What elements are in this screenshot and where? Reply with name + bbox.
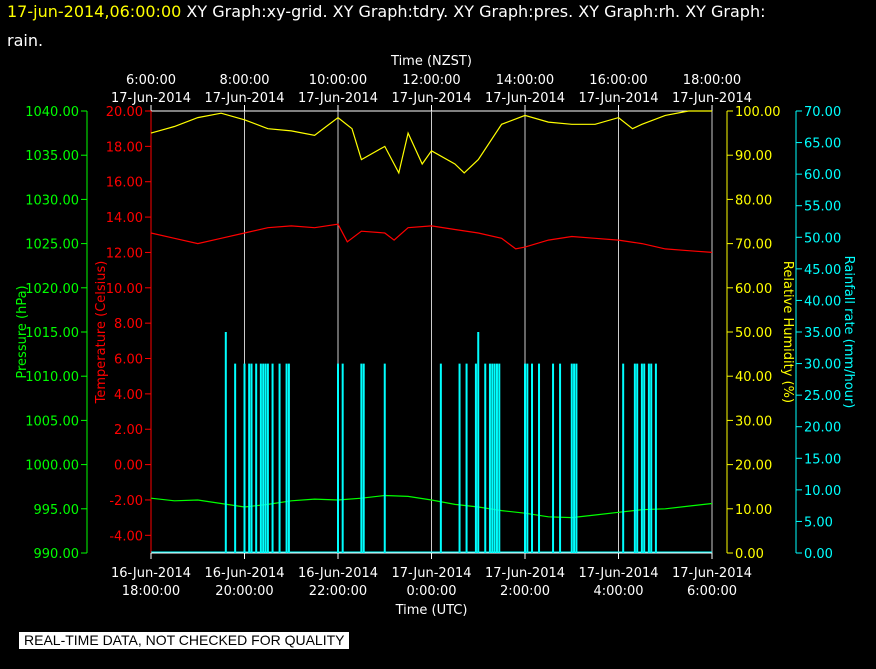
humidity-tick-label: 20.00	[735, 459, 772, 474]
rain-tick-label: 65.00	[804, 137, 841, 152]
pressure-tick-label: 1040.00	[25, 105, 79, 120]
pressure-tick-label: 1030.00	[25, 193, 79, 208]
pressure-axis-title: Pressure (hPa)	[15, 285, 30, 378]
humidity-tick-label: 90.00	[735, 149, 772, 164]
temperature-tick-label: 18.00	[106, 140, 143, 155]
x-tick-label-utc-date: 17-Jun-2014	[578, 566, 658, 581]
temperature-tick-label: -4.00	[109, 529, 143, 544]
humidity-tick-label: 50.00	[735, 326, 772, 341]
title-graph-list-cont: rain.	[7, 31, 44, 50]
temperature-line	[150, 223, 713, 253]
title-datetime: 17-jun-2014,06:00:00	[7, 2, 182, 21]
x-tick-label-nzst-date: 17-Jun-2014	[298, 91, 378, 106]
x-tick-label-utc-date: 17-Jun-2014	[672, 566, 752, 581]
pressure-tick-label: 1015.00	[25, 326, 79, 341]
rain-tick-label: 40.00	[804, 294, 841, 309]
x-tick-label-nzst-time: 18:00:00	[683, 73, 741, 88]
pressure-tick-label: 995.00	[34, 503, 80, 518]
x-tick-label-utc-time: 0:00:00	[406, 584, 456, 599]
bottom-axis-title: Time (UTC)	[395, 603, 468, 618]
humidity-tick-label: 100.00	[735, 105, 781, 120]
temperature-tick-label: -2.00	[109, 494, 143, 509]
humidity-tick-label: 30.00	[735, 414, 772, 429]
rain-tick-label: 55.00	[804, 200, 841, 215]
x-tick-label-nzst-date: 17-Jun-2014	[391, 91, 471, 106]
temperature-axis-title: Temperature (Celsius)	[94, 261, 109, 405]
humidity-tick-label: 60.00	[735, 282, 772, 297]
humidity-tick-label: 0.00	[735, 547, 764, 562]
humidity-tick-label: 10.00	[735, 503, 772, 518]
x-tick-label-utc-date: 16-Jun-2014	[298, 566, 378, 581]
x-tick-label-nzst-time: 12:00:00	[402, 73, 460, 88]
x-tick-label-utc-time: 6:00:00	[687, 584, 737, 599]
quality-notice: REAL-TIME DATA, NOT CHECKED FOR QUALITY	[19, 632, 350, 649]
rain-tick-label: 5.00	[804, 515, 833, 530]
title-bar: 17-jun-2014,06:00:00 XY Graph:xy-grid. X…	[7, 2, 765, 21]
rain-tick-label: 10.00	[804, 484, 841, 499]
rain-tick-label: 35.00	[804, 326, 841, 341]
pressure-tick-label: 1005.00	[25, 414, 79, 429]
x-tick-label-utc-time: 20:00:00	[215, 584, 273, 599]
x-tick-label-utc-date: 17-Jun-2014	[485, 566, 565, 581]
x-tick-label-nzst-date: 17-Jun-2014	[672, 91, 752, 106]
pressure-tick-label: 1020.00	[25, 282, 79, 297]
temperature-tick-label: 8.00	[114, 317, 143, 332]
x-tick-label-nzst-date: 17-Jun-2014	[578, 91, 658, 106]
pressure-tick-label: 1025.00	[25, 238, 79, 253]
top-axis-title: Time (NZST)	[390, 54, 472, 69]
x-tick-label-nzst-time: 14:00:00	[496, 73, 554, 88]
humidity-tick-label: 40.00	[735, 370, 772, 385]
temperature-tick-label: 20.00	[106, 105, 143, 120]
pressure-tick-label: 1010.00	[25, 370, 79, 385]
rain-tick-label: 60.00	[804, 168, 841, 183]
x-tick-label-nzst-date: 17-Jun-2014	[111, 91, 191, 106]
rain-tick-label: 15.00	[804, 452, 841, 467]
rain-tick-label: 30.00	[804, 358, 841, 373]
rain-tick-label: 0.00	[804, 547, 833, 562]
temperature-tick-label: 4.00	[114, 388, 143, 403]
rain-tick-label: 20.00	[804, 421, 841, 436]
x-tick-label-nzst-time: 10:00:00	[309, 73, 367, 88]
x-tick-label-utc-date: 16-Jun-2014	[204, 566, 284, 581]
humidity-tick-label: 80.00	[735, 193, 772, 208]
rain-tick-label: 70.00	[804, 105, 841, 120]
humidity-line	[150, 110, 712, 175]
title-graph-list: XY Graph:xy-grid. XY Graph:tdry. XY Grap…	[186, 2, 766, 21]
humidity-axis-title: Relative Humidity (%)	[780, 261, 795, 403]
rain-tick-label: 25.00	[804, 389, 841, 404]
x-tick-label-utc-date: 16-Jun-2014	[111, 566, 191, 581]
rain-axis-title: Rainfall rate (mm/hour)	[841, 256, 856, 409]
x-tick-label-utc-time: 2:00:00	[500, 584, 550, 599]
temperature-tick-label: 12.00	[106, 246, 143, 261]
temperature-tick-label: 6.00	[114, 353, 143, 368]
x-tick-label-nzst-time: 8:00:00	[219, 73, 269, 88]
x-tick-label-nzst-date: 17-Jun-2014	[204, 91, 284, 106]
x-tick-label-nzst-time: 6:00:00	[126, 73, 176, 88]
temperature-tick-label: 2.00	[114, 423, 143, 438]
pressure-tick-label: 990.00	[34, 547, 80, 562]
rain-tick-label: 45.00	[804, 263, 841, 278]
pressure-tick-label: 1000.00	[25, 459, 79, 474]
x-tick-label-nzst-time: 16:00:00	[589, 73, 647, 88]
x-tick-label-utc-time: 4:00:00	[593, 584, 643, 599]
x-tick-label-utc-date: 17-Jun-2014	[391, 566, 471, 581]
temperature-tick-label: 0.00	[114, 459, 143, 474]
pressure-tick-label: 1035.00	[25, 149, 79, 164]
x-tick-label-nzst-date: 17-Jun-2014	[485, 91, 565, 106]
x-tick-label-utc-time: 22:00:00	[309, 584, 367, 599]
humidity-tick-label: 70.00	[735, 238, 772, 253]
temperature-tick-label: 16.00	[106, 176, 143, 191]
temperature-tick-label: 10.00	[106, 282, 143, 297]
x-tick-label-utc-time: 18:00:00	[122, 584, 180, 599]
temperature-tick-label: 14.00	[106, 211, 143, 226]
rain-tick-label: 50.00	[804, 231, 841, 246]
